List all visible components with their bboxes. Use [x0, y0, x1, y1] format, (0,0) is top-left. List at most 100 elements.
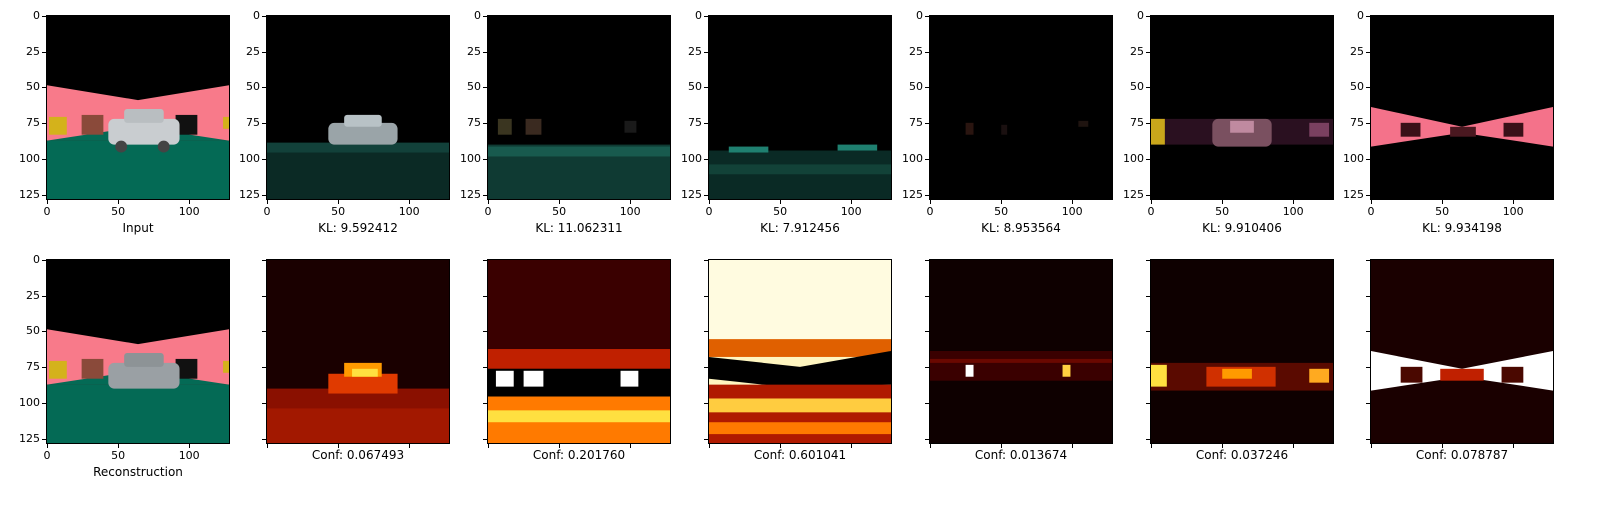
conf-caption: Conf: 0.037246 — [1195, 448, 1289, 462]
y-tick — [1366, 51, 1370, 53]
kl-caption: KL: 11.062311 — [535, 221, 623, 235]
y-tick-label: 100 — [902, 151, 923, 165]
x-tick — [709, 200, 710, 204]
image-plot — [267, 16, 449, 199]
panel-r2-c2 — [266, 259, 450, 444]
x-tick — [118, 444, 120, 448]
x-tick — [930, 444, 931, 448]
x-tick-label: 100 — [619, 205, 641, 218]
y-tick — [1366, 158, 1370, 160]
conf-caption: Conf: 0.067493 — [311, 448, 405, 462]
y-tick-label: 0 — [1357, 9, 1364, 22]
image-plot — [1151, 16, 1333, 199]
conf-caption: Reconstruction — [93, 465, 183, 479]
image-plot — [47, 16, 229, 199]
y-tick — [704, 51, 708, 53]
image-plot — [930, 260, 1112, 443]
y-tick-label: 125 — [19, 431, 40, 445]
y-tick — [262, 331, 266, 333]
y-tick — [42, 158, 46, 160]
x-tick — [409, 444, 411, 448]
y-tick-label: 125 — [239, 187, 260, 201]
kl-caption: KL: 9.592412 — [318, 221, 398, 235]
x-tick — [1293, 444, 1295, 448]
y-tick — [704, 331, 708, 333]
y-tick-label: 75 — [688, 116, 702, 130]
y-tick-label: 100 — [239, 151, 260, 165]
conf-caption: Conf: 0.601041 — [753, 448, 847, 462]
y-tick — [42, 51, 46, 53]
y-tick — [483, 295, 487, 297]
y-tick — [483, 87, 487, 89]
y-tick-label: 75 — [467, 116, 481, 130]
y-tick — [925, 16, 929, 17]
y-tick — [704, 402, 708, 404]
y-tick — [483, 16, 487, 17]
x-tick-label: 50 — [111, 205, 126, 218]
image-plot — [930, 16, 1112, 199]
image-plot — [1151, 260, 1333, 443]
y-tick-label: 50 — [246, 80, 260, 94]
conf-caption: Conf: 0.078787 — [1415, 448, 1509, 462]
y-tick-label: 125 — [1343, 187, 1364, 201]
y-tick — [1366, 295, 1370, 297]
x-tick — [851, 200, 853, 204]
y-tick-label: 125 — [1123, 187, 1144, 201]
x-tick — [630, 444, 632, 448]
x-tick — [1293, 200, 1295, 204]
x-tick — [189, 444, 191, 448]
y-tick-label: 100 — [1123, 151, 1144, 165]
y-tick-label: 0 — [33, 253, 40, 266]
y-tick — [483, 367, 487, 369]
y-tick — [704, 438, 708, 440]
panel-r2-c1 — [46, 259, 230, 444]
x-tick — [709, 444, 710, 448]
y-tick-label: 50 — [1130, 80, 1144, 94]
y-tick — [1146, 16, 1150, 17]
x-tick — [1442, 200, 1444, 204]
x-tick-label: 0 — [263, 205, 271, 218]
y-tick — [925, 367, 929, 369]
x-tick — [338, 444, 340, 448]
y-tick-label: 0 — [474, 9, 481, 22]
y-tick — [1146, 367, 1150, 369]
y-tick-label: 125 — [19, 187, 40, 201]
y-tick-label: 75 — [26, 116, 40, 130]
y-tick — [704, 260, 708, 261]
x-tick — [189, 200, 191, 204]
y-tick — [483, 260, 487, 261]
y-tick-label: 25 — [246, 44, 260, 58]
kl-caption: KL: 8.953564 — [981, 221, 1061, 235]
x-tick — [118, 200, 120, 204]
y-tick — [1146, 331, 1150, 333]
x-tick-label: 100 — [1502, 205, 1524, 218]
y-tick — [1366, 194, 1370, 196]
x-tick — [267, 200, 268, 204]
y-tick — [483, 194, 487, 196]
y-tick — [262, 158, 266, 160]
image-plot — [1371, 16, 1553, 199]
y-tick — [1366, 123, 1370, 125]
x-tick-label: 50 — [1435, 205, 1450, 218]
y-tick — [925, 87, 929, 89]
panel-r1-c5 — [929, 15, 1113, 200]
y-tick-label: 75 — [1350, 116, 1364, 130]
y-tick — [42, 438, 46, 440]
x-tick — [1371, 200, 1372, 204]
y-tick — [1146, 51, 1150, 53]
x-tick-label: 50 — [773, 205, 788, 218]
y-tick — [42, 331, 46, 333]
y-tick — [262, 194, 266, 196]
x-tick — [1001, 200, 1003, 204]
y-tick — [925, 123, 929, 125]
y-tick — [704, 123, 708, 125]
x-tick — [267, 444, 268, 448]
x-tick-label: 50 — [994, 205, 1009, 218]
panel-r2-c5 — [929, 259, 1113, 444]
y-tick — [42, 260, 46, 261]
x-tick — [488, 444, 489, 448]
y-tick — [1366, 260, 1370, 261]
x-tick-label: 100 — [178, 449, 200, 462]
x-tick — [1513, 200, 1515, 204]
y-tick-label: 125 — [681, 187, 702, 201]
